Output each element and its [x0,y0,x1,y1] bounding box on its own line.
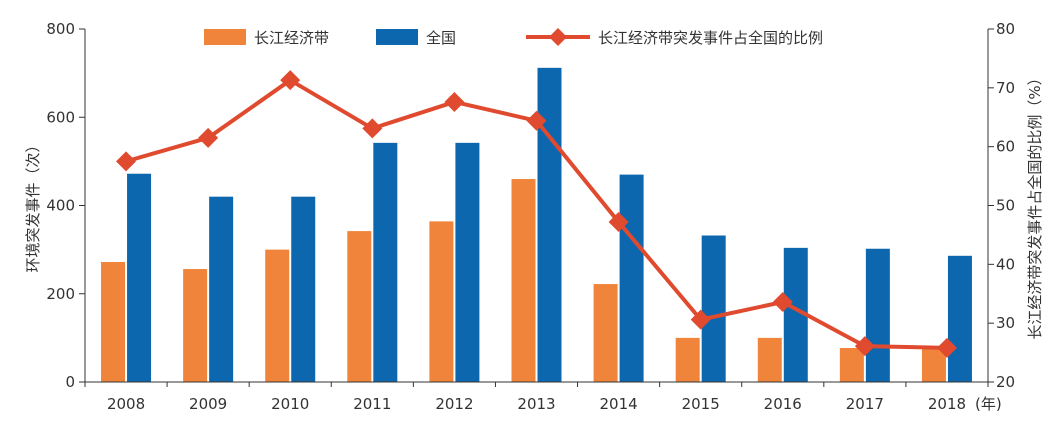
bar-national-2010 [291,196,316,382]
x-tick-label-2008: 2008 [107,395,145,413]
bar-national-2008 [127,173,152,382]
x-tick-label-2012: 2012 [435,395,473,413]
x-tick-label-2015: 2015 [682,395,720,413]
left-tick-label-400: 400 [46,197,75,215]
x-tick-label-2018: 2018 [928,395,966,413]
legend-marker-ratio [549,28,567,46]
left-tick-label-800: 800 [46,20,75,38]
line-layer [116,70,957,358]
ratio-point-2017 [854,336,875,357]
bar-yangtze-2016 [757,337,782,382]
legend-label-ratio: 长江经济带突发事件占全国的比例 [598,29,823,47]
ratio-point-2013 [526,110,547,131]
x-axis-unit-label: (年) [975,395,1002,413]
left-tick-label-0: 0 [65,373,75,391]
bar-national-2013 [537,67,562,382]
bar-yangtze-2017 [839,348,864,382]
left-y-axis-title: 环境突发事件（次） [24,137,42,272]
right-tick-label-80: 80 [996,20,1015,38]
right-y-axis-title: 长江经济带突发事件占全国的比例（%） [1026,70,1044,339]
left-tick-label-200: 200 [46,285,75,303]
right-tick-label-50: 50 [996,197,1015,215]
right-tick-label-20: 20 [996,373,1015,391]
ratio-point-2014 [608,211,629,232]
x-tick-label-2017: 2017 [846,395,884,413]
bar-national-2012 [455,142,480,382]
legend-swatch-national [376,29,418,45]
left-tick-label-600: 600 [46,108,75,126]
bar-yangtze-2013 [511,179,536,382]
ratio-point-2009 [198,127,219,148]
legend-swatch-yangtze [204,29,246,45]
bar-yangtze-2018 [921,348,946,382]
bar-yangtze-2014 [593,284,618,382]
legend-label-national: 全国 [426,29,456,47]
bar-national-2017 [865,248,890,382]
bar-yangtze-2011 [347,231,372,382]
bar-national-2018 [947,255,972,382]
x-tick-label-2016: 2016 [764,395,802,413]
x-tick-label-2013: 2013 [517,395,555,413]
x-tick-label-2010: 2010 [271,395,309,413]
ratio-point-2015 [690,309,711,330]
bar-yangtze-2015 [675,337,700,382]
right-tick-label-30: 30 [996,314,1015,332]
x-tick-label-2011: 2011 [353,395,391,413]
ratio-point-2011 [362,118,383,139]
ratio-point-2010 [280,70,301,91]
right-tick-label-60: 60 [996,138,1015,156]
bar-yangtze-2012 [429,221,454,382]
legend-label-yangtze: 长江经济带 [254,29,329,47]
bar-yangtze-2008 [101,261,126,382]
right-tick-label-70: 70 [996,79,1015,97]
bar-national-2015 [701,235,726,382]
ratio-point-2018 [936,337,957,358]
x-tick-label-2009: 2009 [189,395,227,413]
ticks-layer: 0 200 400 600 800 20 30 40 50 60 70 80 2008 2009 2010 2… [46,20,1015,413]
right-tick-label-40: 40 [996,255,1015,273]
ratio-point-2008 [116,151,137,172]
ratio-point-2012 [444,91,465,112]
bars-layer [101,67,972,382]
bar-national-2014 [619,174,644,382]
bar-national-2011 [373,142,398,382]
bar-national-2009 [209,196,234,382]
ratio-point-2016 [772,291,793,312]
bar-yangtze-2010 [265,249,290,382]
bar-yangtze-2009 [183,269,208,382]
legend: 长江经济带 全国 长江经济带突发事件占全国的比例 [204,28,823,47]
x-tick-label-2014: 2014 [599,395,637,413]
